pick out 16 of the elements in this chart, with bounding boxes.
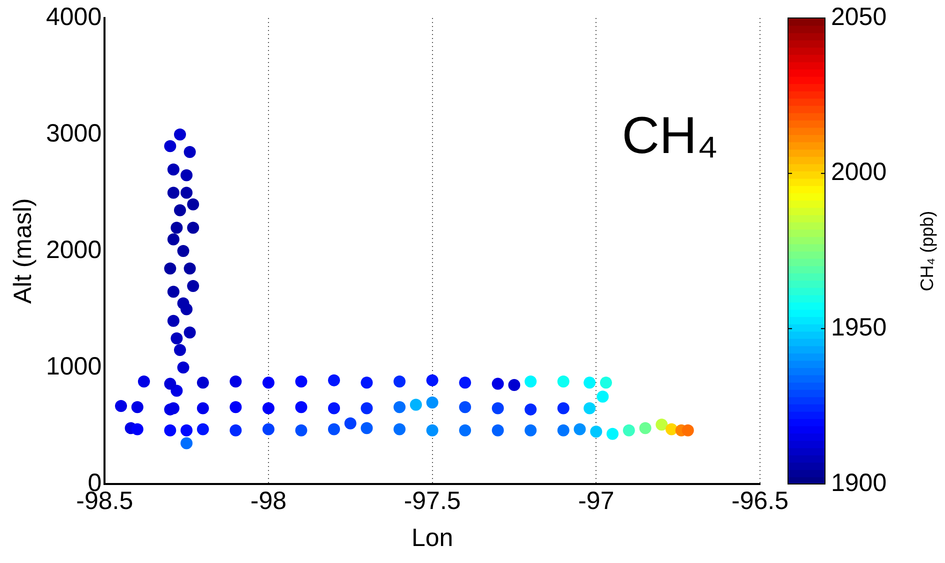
- color-bar-label: 2000: [831, 158, 887, 186]
- x-tick-label: -97.5: [404, 486, 461, 515]
- x-tick-label: -97: [578, 486, 614, 515]
- color-bar-label: 1950: [831, 314, 887, 342]
- annotation: CH₄: [622, 107, 718, 165]
- y-tick-label: 4000: [46, 2, 102, 31]
- y-tick-label: 3000: [46, 119, 102, 148]
- x-tick-label: -96.5: [732, 486, 788, 515]
- color-bar-title: CH₄ (ppb): [916, 210, 937, 292]
- x-axis-title: Lon: [411, 524, 454, 552]
- y-tick-label: 1000: [46, 352, 102, 380]
- x-tick-label: -98: [250, 486, 287, 515]
- y-tick-label: 2000: [46, 236, 102, 264]
- y-axis-title: Alt (masl): [8, 198, 37, 304]
- color-bar-label: 2050: [831, 2, 887, 31]
- color-bar-label: 1900: [831, 468, 887, 497]
